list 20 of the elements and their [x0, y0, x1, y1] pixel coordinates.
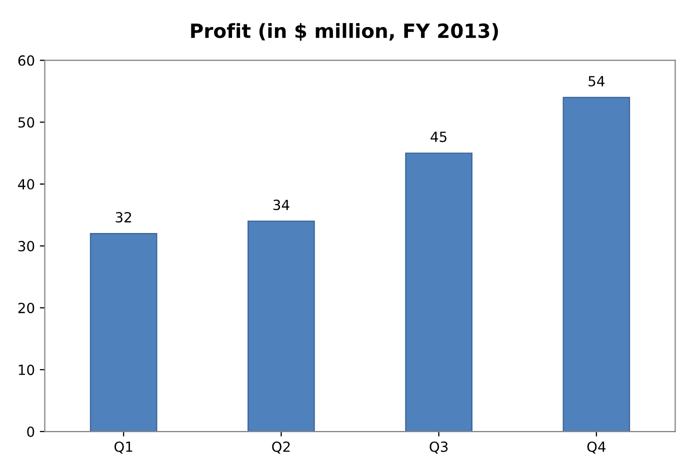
y-tick-label: 40	[18, 179, 34, 190]
x-tick-label: Q1	[114, 441, 132, 454]
bar	[562, 96, 630, 432]
y-tick-label: 30	[18, 240, 34, 252]
data-label: 54	[588, 76, 604, 86]
x-tick-label: Q4	[587, 441, 606, 454]
y-tick-label: 10	[18, 364, 34, 376]
y-tick-label: 0	[27, 426, 34, 437]
y-tick-label: 20	[18, 302, 34, 314]
data-label: 45	[430, 132, 446, 142]
bar	[405, 152, 472, 432]
chart-title: Profit (in $ million, FY 2013)	[191, 23, 498, 41]
y-tick-label: 60	[18, 55, 34, 66]
data-label: 32	[116, 212, 132, 223]
bar	[248, 220, 315, 432]
bar	[90, 232, 158, 432]
x-tick-label: Q2	[272, 441, 290, 454]
y-tick-label: 50	[18, 117, 34, 128]
data-label: 34	[273, 200, 290, 210]
x-tick-label: Q3	[430, 441, 448, 454]
